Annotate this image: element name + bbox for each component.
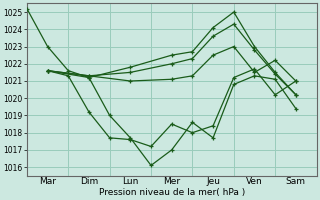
X-axis label: Pression niveau de la mer( hPa ): Pression niveau de la mer( hPa )	[99, 188, 245, 197]
